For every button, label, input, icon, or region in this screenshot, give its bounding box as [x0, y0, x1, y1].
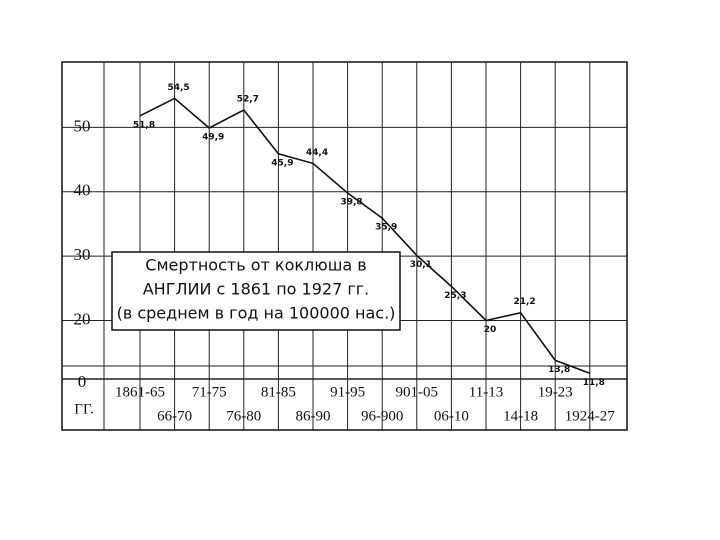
- x-tick-label: 86-90: [296, 408, 331, 424]
- data-label: 44,4: [306, 148, 328, 158]
- data-label: 20: [484, 325, 497, 335]
- x-tick-label: 14-18: [503, 408, 538, 424]
- x-tick-label: 76-80: [226, 408, 261, 424]
- frame: [61, 61, 628, 431]
- x-tick-label: 901-05: [396, 384, 439, 400]
- x-tick-label: 71-75: [192, 384, 227, 400]
- y-tick-label: 30: [74, 245, 91, 264]
- data-label: 45,9: [271, 158, 293, 168]
- x-tick-label: 1861-65: [115, 384, 165, 400]
- title-line: (в среднем в год на 100000 нас.): [117, 304, 396, 323]
- title-box-frame: [111, 251, 401, 331]
- title-line: Смертность от коклюша в: [145, 256, 366, 275]
- x-tick-label: 66-70: [157, 408, 192, 424]
- y-tick-label: 50: [74, 116, 91, 135]
- line: [139, 97, 591, 375]
- data-label: 51,8: [133, 120, 155, 130]
- data-label: 39,8: [340, 198, 362, 208]
- x-tick-label: 19-23: [538, 384, 573, 400]
- data-label: 30,1: [410, 260, 432, 270]
- axis-break-label: 0: [78, 372, 87, 391]
- x-tick-label: 96-900: [361, 408, 404, 424]
- data-label: 11,8: [583, 378, 605, 388]
- data-label: 25,3: [444, 291, 466, 301]
- plot: 20 30 40 50 51,8 1861-65 54,5 66-70 49,9 71-75 52,…: [62, 62, 627, 430]
- x-tick-label: 91-95: [330, 384, 365, 400]
- data-label: 52,7: [237, 94, 259, 104]
- data-label: 13,8: [548, 365, 570, 375]
- x-tick-label: 1924-27: [565, 408, 615, 424]
- data-label: 54,5: [167, 83, 189, 93]
- x-tick-label: 11-13: [469, 384, 503, 400]
- title-line: АНГЛИИ с 1861 по 1927 гг.: [143, 280, 370, 299]
- y-tick-label: 40: [74, 181, 91, 200]
- x-tick-label: 81-85: [261, 384, 296, 400]
- x-axis-label: ГГ.: [74, 401, 93, 417]
- x-tick-label: 06-10: [434, 408, 469, 424]
- data-label: 49,9: [202, 133, 224, 143]
- title-box: Смертность от коклюша в АНГЛИИ с 1861 по…: [111, 251, 401, 331]
- data-label: 35,9: [375, 223, 397, 233]
- y-tick-label: 20: [74, 309, 91, 328]
- data-label: 21,2: [513, 297, 535, 307]
